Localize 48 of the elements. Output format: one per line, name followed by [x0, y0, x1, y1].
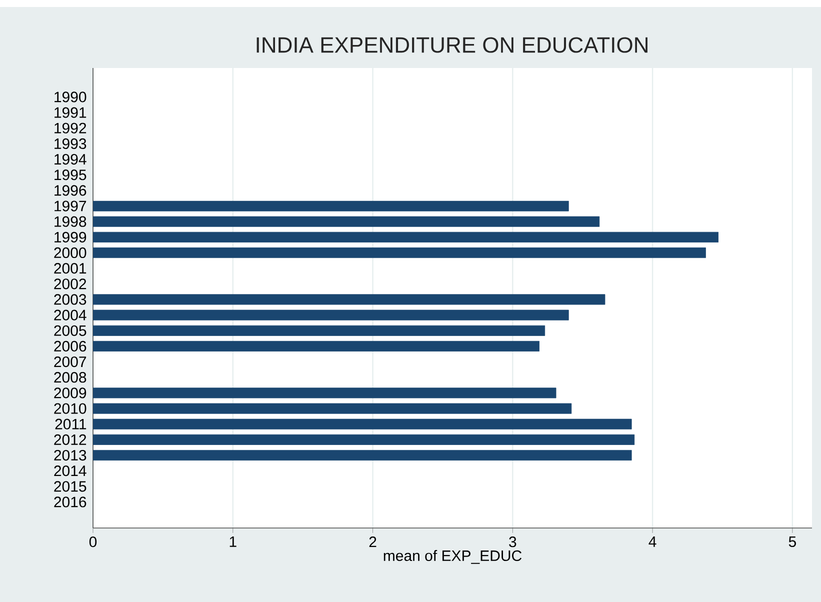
y-tick-label: 1995 — [54, 170, 86, 180]
x-tick-label: 3 — [509, 536, 516, 548]
y-tick-label: 2001 — [54, 263, 86, 274]
bar — [93, 200, 569, 212]
x-tick-label: 4 — [648, 536, 656, 547]
y-tick-label: 2006 — [54, 340, 86, 352]
y-tick-label: 1990 — [54, 92, 86, 102]
y-tick-label: 2007 — [54, 356, 86, 368]
bar — [93, 403, 572, 414]
y-tick-label: 2013 — [54, 450, 86, 461]
x-axis-title: mean of EXP_EDUC — [384, 550, 522, 564]
y-tick-label: 2004 — [54, 310, 86, 320]
y-tick-label: 2014 — [54, 466, 86, 476]
y-tick-label: 1997 — [54, 200, 86, 212]
bar — [93, 434, 635, 445]
y-tick-label: 2012 — [54, 434, 86, 445]
bar — [93, 216, 600, 227]
x-tick-label: 2 — [369, 536, 376, 548]
y-tick-label: 1996 — [54, 185, 86, 196]
x-tick-label: 0 — [89, 536, 97, 548]
y-tick-label: 2011 — [55, 418, 86, 430]
bar — [93, 340, 540, 352]
bar — [93, 247, 706, 258]
y-tick-label: 1994 — [54, 154, 86, 165]
y-tick-label: 1992 — [54, 122, 86, 134]
y-tick-label: 2016 — [54, 496, 86, 508]
y-tick-label: 2005 — [54, 325, 86, 336]
bar — [93, 418, 632, 430]
bar — [93, 232, 718, 242]
y-tick-label: 2010 — [54, 403, 86, 414]
bar — [93, 294, 606, 305]
y-tick-label: 2008 — [54, 372, 86, 383]
x-tick-label: 5 — [788, 536, 796, 547]
y-tick-label: 2003 — [54, 294, 86, 305]
bar — [93, 450, 632, 461]
y-tick-label: 1999 — [54, 232, 86, 242]
y-tick-label: 2002 — [54, 278, 86, 290]
y-tick-label: 2000 — [54, 247, 86, 258]
bar — [93, 388, 556, 398]
chart-title: INDIA EXPENDITURE ON EDUCATION — [256, 37, 648, 53]
y-tick-label: 1993 — [54, 138, 86, 150]
y-tick-label: 1998 — [54, 216, 86, 227]
bar — [93, 310, 569, 320]
y-tick-label: 1991 — [54, 107, 86, 118]
y-tick-label: 2009 — [54, 388, 86, 398]
x-tick-label: 1 — [230, 536, 236, 547]
bar — [93, 325, 546, 336]
y-tick-label: 2015 — [54, 481, 86, 492]
